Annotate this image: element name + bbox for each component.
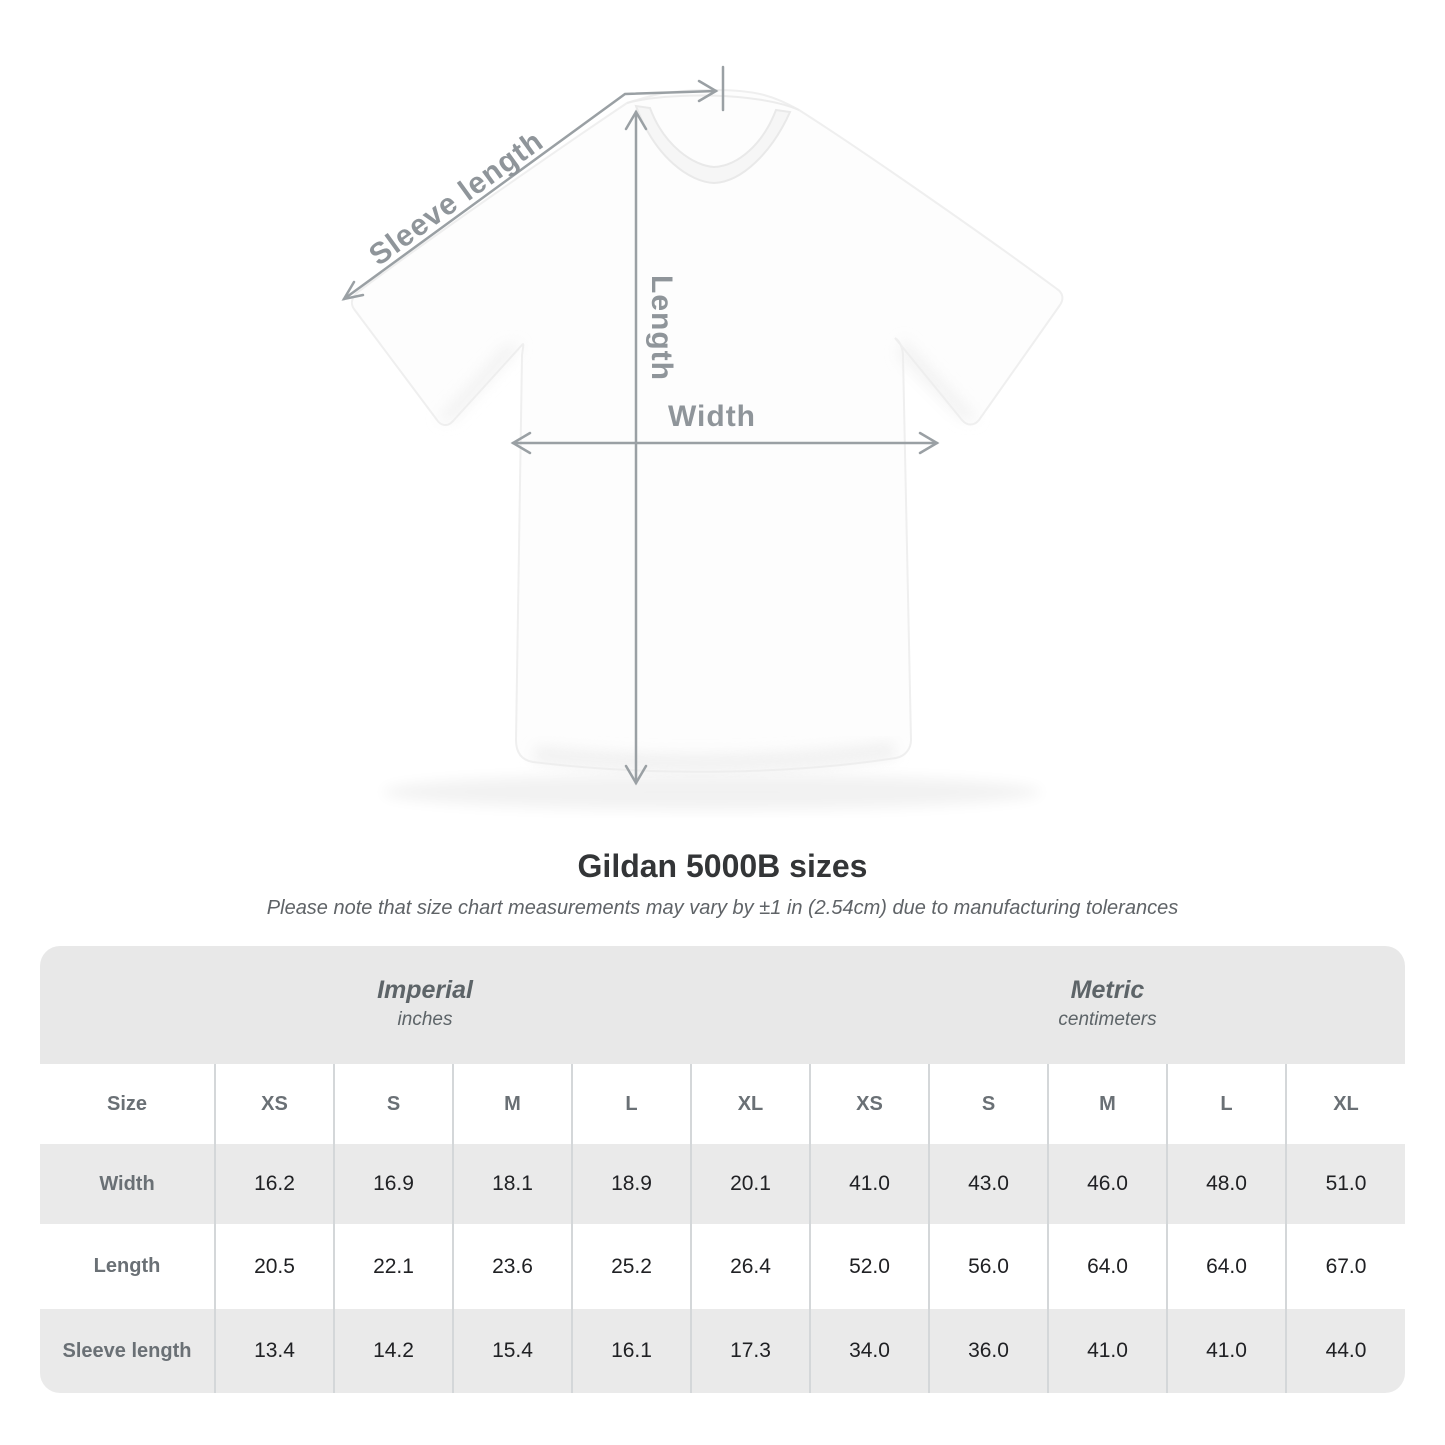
width-arrowhead-right [918,431,940,455]
sleeve-shading-right [898,338,979,420]
imperial-group-header: Imperial inches [40,946,810,1064]
sleeve-imperial-xs: 13.4 [214,1309,334,1393]
column-header-imperial-l: L [571,1064,691,1144]
column-header-metric-xs: XS [809,1064,929,1144]
column-header-imperial-xs: XS [214,1064,334,1144]
length-imperial-xl: 26.4 [690,1224,810,1309]
width-metric-m: 46.0 [1047,1144,1167,1224]
length-metric-m: 64.0 [1047,1224,1167,1309]
unit-group-header-row: Imperial inches Metric centimeters [40,946,1405,1064]
column-header-metric-l: L [1166,1064,1286,1144]
shirt-ground-shadow [382,774,1042,810]
width-imperial-xl: 20.1 [690,1144,810,1224]
sleeve-metric-m: 41.0 [1047,1309,1167,1393]
length-metric-xs: 52.0 [809,1224,929,1309]
sleeve-imperial-s: 14.2 [333,1309,453,1393]
sleeve-metric-xl: 44.0 [1285,1309,1405,1393]
width-metric-xs: 41.0 [809,1144,929,1224]
tshirt-figure-svg: Sleeve length Length Width [341,65,1064,810]
table-row-length: Length 20.5 22.1 23.6 25.2 26.4 52.0 56.… [40,1224,1405,1309]
page-title: Gildan 5000B sizes [577,848,868,884]
length-metric-s: 56.0 [928,1224,1048,1309]
row-label-length: Length [40,1224,215,1309]
table-row-width: Width 16.2 16.9 18.1 18.9 20.1 41.0 43.0… [40,1144,1405,1224]
tshirt-shape [350,88,1064,773]
width-imperial-m: 18.1 [452,1144,572,1224]
length-imperial-xs: 20.5 [214,1224,334,1309]
sleeve-metric-l: 41.0 [1166,1309,1286,1393]
sleeve-length-arrowhead-start [341,280,365,301]
width-metric-s: 43.0 [928,1144,1048,1224]
row-label-width: Width [40,1144,215,1224]
width-arrowhead-left [510,431,532,455]
column-header-imperial-m: M [452,1064,572,1144]
width-imperial-l: 18.9 [571,1144,691,1224]
length-arrowhead-bottom [624,764,648,786]
row-label-sleeve-length: Sleeve length [40,1309,215,1393]
imperial-label: Imperial [377,976,473,1005]
metric-label: Metric [1070,976,1145,1005]
size-header-label: Size [40,1064,215,1144]
size-table: Imperial inches Metric centimeters Size … [40,946,1405,1393]
length-imperial-s: 22.1 [333,1224,453,1309]
column-header-imperial-s: S [333,1064,453,1144]
column-header-metric-m: M [1047,1064,1167,1144]
length-arrowhead-top [624,109,648,131]
tshirt-measurement-diagram: Sleeve length Length Width [341,65,1064,810]
size-table-container: Imperial inches Metric centimeters Size … [40,946,1405,1393]
width-label: Width [668,400,756,433]
width-metric-l: 48.0 [1166,1144,1286,1224]
sleeve-imperial-l: 16.1 [571,1309,691,1393]
length-metric-xl: 67.0 [1285,1224,1405,1309]
column-header-metric-xl: XL [1285,1064,1405,1144]
length-label: Length [645,275,678,381]
size-chart-heading: Gildan 5000B sizes Please note that size… [0,848,1445,920]
metric-unit: centimeters [1058,1009,1157,1031]
tolerance-note: Please note that size chart measurements… [266,897,1179,919]
width-imperial-s: 16.9 [333,1144,453,1224]
measurement-arrows [341,65,940,786]
collar-top-arc [626,94,800,111]
width-imperial-xs: 16.2 [214,1144,334,1224]
sleeve-metric-s: 36.0 [928,1309,1048,1393]
sleeve-imperial-m: 15.4 [452,1309,572,1393]
length-metric-l: 64.0 [1166,1224,1286,1309]
sleeve-imperial-xl: 17.3 [690,1309,810,1393]
table-row-sleeve-length: Sleeve length 13.4 14.2 15.4 16.1 17.3 3… [40,1309,1405,1393]
sleeve-metric-xs: 34.0 [809,1309,929,1393]
length-imperial-m: 23.6 [452,1224,572,1309]
column-header-metric-s: S [928,1064,1048,1144]
shirt-shading [533,742,896,772]
sleeve-shading-left [437,345,522,421]
length-imperial-l: 25.2 [571,1224,691,1309]
column-header-imperial-xl: XL [690,1064,810,1144]
width-metric-xl: 51.0 [1285,1144,1405,1224]
size-header-row: Size XS S M L XL XS S M L XL [40,1064,1405,1144]
sleeve-length-arrowhead-end [697,79,719,103]
sleeve-length-arrow [342,89,718,301]
collar-band [634,104,792,185]
metric-group-header: Metric centimeters [810,946,1405,1064]
imperial-unit: inches [397,1009,453,1031]
